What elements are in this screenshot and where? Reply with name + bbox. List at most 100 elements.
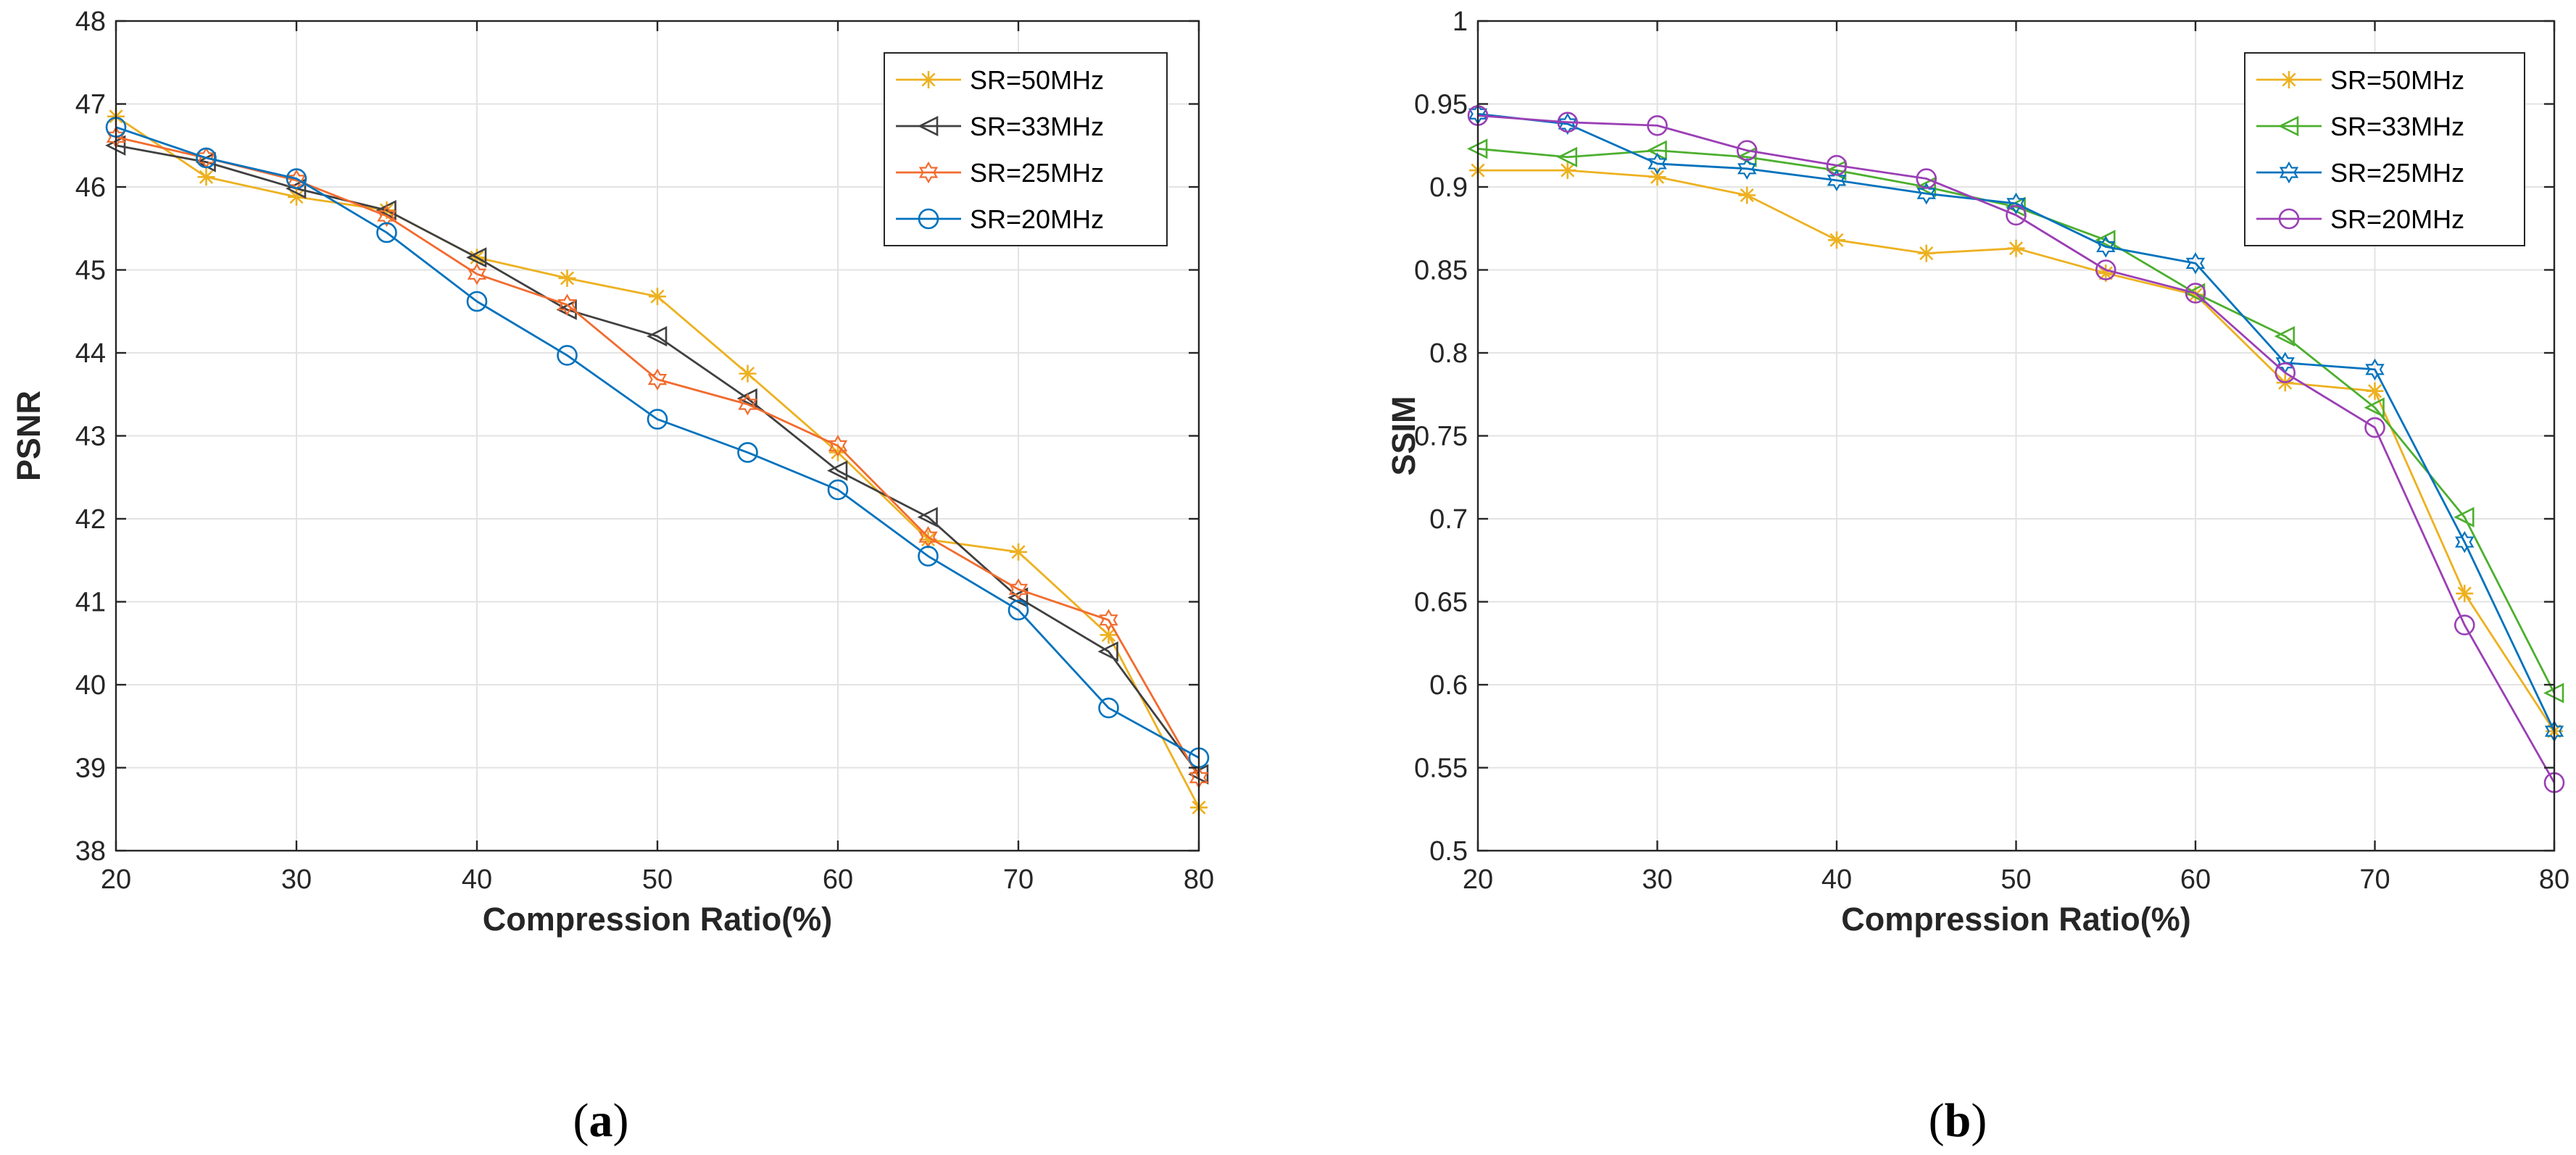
ssim-chart: 20 30 40 50 60 70 80 0.5 0.55 0.6 0.65 0.7 0.75 0.8 0.… — [1385, 7, 2569, 1147]
legend-marker — [920, 71, 937, 88]
y-tick-label: 44 — [75, 338, 106, 369]
legend-label: SR=25MHz — [970, 158, 1104, 188]
caption-open: ( — [1929, 1094, 1945, 1147]
legend-label: SR=33MHz — [2330, 112, 2464, 141]
data-point — [466, 247, 487, 268]
x-tick-label: 50 — [2000, 864, 2031, 895]
data-point — [1648, 168, 1666, 186]
data-point — [1916, 182, 1936, 205]
x-tick-label: 30 — [1642, 864, 1672, 895]
data-point — [466, 291, 488, 312]
data-point — [1826, 154, 1848, 176]
y-tick-label: 38 — [75, 836, 106, 867]
legend: SR=50MHz SR=33MHz SR=25MHz SR=20MHz — [2244, 52, 2525, 246]
y-tick-label: 0.7 — [1429, 504, 1468, 535]
legend-label: SR=50MHz — [970, 65, 1104, 95]
legend-marker — [918, 208, 939, 230]
legend-label: SR=20MHz — [970, 204, 1104, 234]
x-tick-label: 60 — [823, 864, 853, 895]
data-point — [649, 288, 666, 306]
data-point — [2455, 530, 2475, 554]
data-point — [1827, 169, 1847, 192]
series-line-3 — [1477, 112, 2556, 732]
series-line-3 — [115, 135, 1200, 778]
legend-label: SR=33MHz — [970, 112, 1104, 141]
data-point — [828, 435, 848, 457]
legend-box — [884, 52, 1168, 246]
data-point — [1100, 626, 1118, 644]
legend-label: SR=20MHz — [2330, 204, 2464, 234]
series-line-4 — [115, 126, 1200, 759]
data-point — [1097, 641, 1118, 662]
y-tick-label: 40 — [75, 670, 106, 701]
y-tick-label: 48 — [75, 7, 106, 37]
legend-marker — [2280, 71, 2298, 88]
data-point — [2095, 259, 2116, 280]
y-tick-label: 43 — [75, 422, 106, 452]
data-point — [739, 364, 757, 383]
data-point — [647, 368, 668, 391]
data-point — [467, 263, 487, 285]
y-tick-label: 0.75 — [1414, 422, 1468, 452]
data-point — [917, 506, 938, 528]
data-point — [197, 168, 215, 186]
legend-marker — [918, 161, 939, 184]
caption-open: ( — [573, 1094, 589, 1147]
data-point — [1648, 152, 1667, 175]
x-tick-label: 60 — [2180, 864, 2211, 895]
x-tick-label: 30 — [281, 864, 312, 895]
x-tick-label: 50 — [642, 864, 673, 895]
y-tick-label: 47 — [75, 90, 106, 120]
y-tick-label: 0.65 — [1414, 588, 1468, 618]
legend-marker — [2278, 115, 2299, 137]
x-tick-label: 80 — [2539, 864, 2569, 895]
data-point — [1008, 578, 1029, 601]
y-tick-label: 45 — [75, 256, 106, 286]
data-point — [377, 204, 396, 228]
data-point — [2365, 358, 2385, 381]
data-point — [2364, 397, 2385, 418]
plot-root: 20 30 40 50 60 70 80 0.5 0.55 0.6 0.65 0.7 0.75 0.8 0.… — [1385, 7, 2569, 1147]
series-group — [1467, 103, 2565, 793]
data-point — [376, 222, 397, 243]
caption-letter: b — [1945, 1094, 1972, 1147]
data-point — [2185, 283, 2206, 304]
caption-letter: a — [589, 1094, 613, 1147]
series-line-4 — [1477, 114, 2556, 783]
data-point — [1007, 587, 1029, 608]
data-point — [2007, 239, 2025, 257]
y-axis-label: PSNR — [10, 391, 47, 481]
x-tick-label: 70 — [2359, 864, 2390, 895]
legend-marker — [918, 115, 939, 137]
legend-box — [2244, 52, 2525, 246]
x-tick-label: 40 — [462, 864, 492, 895]
data-point — [737, 442, 758, 463]
series-group — [105, 107, 1210, 817]
data-point — [918, 546, 939, 567]
legend-label: SR=25MHz — [2330, 158, 2464, 188]
data-point — [827, 479, 849, 501]
y-tick-label: 1 — [1453, 7, 1468, 37]
data-point — [1828, 231, 1845, 249]
y-tick-label: 0.6 — [1429, 670, 1468, 701]
caption-close: ) — [613, 1094, 629, 1147]
data-point — [2006, 204, 2027, 226]
data-point — [647, 409, 668, 430]
data-point — [1557, 112, 1579, 133]
y-tick-label: 0.95 — [1414, 90, 1468, 120]
data-point — [2185, 252, 2206, 275]
y-tick-label: 39 — [75, 754, 106, 784]
data-point — [1099, 609, 1118, 631]
data-point — [1647, 114, 1668, 136]
plot-root: 20 30 40 50 60 70 80 38 39 40 41 42 43 44 45 46 47 48 Comp… — [10, 7, 1214, 1147]
y-axis-label: SSIM — [1385, 396, 1422, 475]
data-point — [827, 460, 848, 481]
figure-caption: (a) — [573, 1094, 629, 1147]
tick-labels: 20 30 40 50 60 70 80 38 39 40 41 42 43 44 45 46 47 48 — [75, 7, 1214, 895]
x-axis-label: Compression Ratio(%) — [483, 901, 833, 938]
y-tick-label: 42 — [75, 504, 106, 535]
data-point — [558, 269, 576, 287]
data-point — [2006, 192, 2026, 215]
data-point — [2366, 382, 2384, 400]
data-point — [557, 293, 577, 316]
